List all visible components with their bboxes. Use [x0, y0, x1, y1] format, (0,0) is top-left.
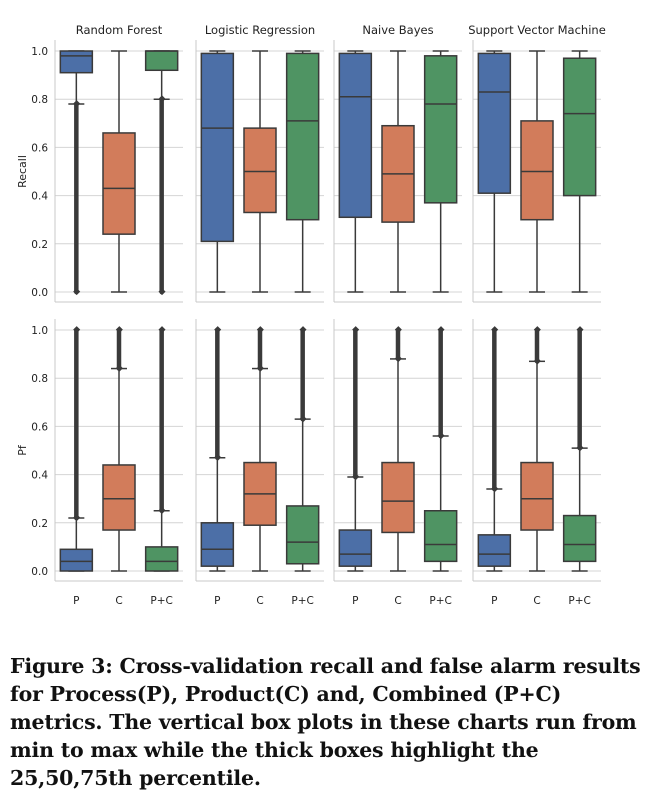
x-tick-label: P	[214, 595, 220, 607]
box-pplusc	[562, 514, 597, 563]
box-pplusc	[144, 546, 179, 572]
y-tick-label: 1.0	[31, 46, 48, 58]
box-p	[200, 522, 235, 567]
box-pplusc	[423, 510, 458, 563]
panel: P C P+C	[195, 319, 324, 607]
outlier-point	[158, 326, 166, 334]
outlier-point	[73, 326, 81, 334]
outlier-point	[115, 326, 123, 334]
x-tick-label: P+C	[150, 595, 172, 607]
y-tick-label: 0.8	[31, 373, 48, 385]
outlier-point	[158, 288, 166, 296]
box-p	[338, 52, 373, 219]
y-tick-label: 0.4	[31, 470, 48, 482]
box-c	[243, 127, 277, 214]
outlier-point	[256, 326, 264, 334]
y-tick-label: 0.8	[31, 94, 48, 106]
y-tick-label: 0.6	[31, 421, 48, 433]
panel: P C P+C	[333, 319, 462, 607]
x-tick-label: P	[491, 595, 497, 607]
outlier-point	[352, 326, 360, 334]
panel: P C P+C	[54, 319, 183, 607]
box-c	[102, 132, 136, 235]
x-tick-label: C	[394, 595, 401, 607]
outlier-point	[437, 326, 445, 334]
box-p	[59, 548, 94, 572]
x-tick-label: C	[256, 595, 263, 607]
box-p	[477, 52, 512, 194]
outlier-point	[394, 326, 402, 334]
y-tick-label: 0.0	[31, 287, 48, 299]
panel	[195, 40, 324, 303]
outlier-point	[299, 326, 307, 334]
y-axis-label: Pf	[16, 444, 29, 456]
column-title: Logistic Regression	[205, 23, 315, 37]
y-tick-label: 0.2	[31, 239, 48, 251]
x-tick-label: P	[352, 595, 358, 607]
x-tick-label: C	[533, 595, 540, 607]
outlier-point	[533, 326, 541, 334]
x-tick-label: P+C	[291, 595, 313, 607]
figure-caption: Figure 3: Cross-validation recall and fa…	[10, 654, 641, 790]
column-title: Random Forest	[76, 23, 163, 37]
outlier-point	[491, 326, 499, 334]
box-c	[102, 464, 136, 531]
y-tick-label: 0.4	[31, 191, 48, 203]
outlier-point	[576, 326, 584, 334]
y-axis-label: Recall	[16, 155, 29, 188]
x-tick-label: P+C	[568, 595, 590, 607]
box-pplusc	[423, 55, 458, 204]
y-tick-label: 1.0	[31, 325, 48, 337]
box-pplusc	[562, 57, 597, 197]
box-p	[338, 529, 373, 567]
y-tick-label: 0.2	[31, 518, 48, 530]
x-tick-label: P+C	[429, 595, 451, 607]
box-pplusc	[144, 50, 179, 72]
x-tick-label: C	[115, 595, 122, 607]
box-p	[59, 50, 94, 74]
column-title: Naive Bayes	[362, 23, 433, 37]
box-p	[200, 52, 235, 243]
x-tick-label: P	[73, 595, 79, 607]
box-c	[520, 461, 554, 531]
box-p	[477, 534, 512, 567]
box-pplusc	[285, 505, 320, 565]
panel	[472, 40, 601, 303]
outlier-point	[73, 288, 81, 296]
panel	[54, 40, 183, 303]
boxplot-figure: Random Forest Logistic Regression Naive Ba…	[16, 23, 606, 607]
box-c	[381, 461, 415, 534]
panel	[333, 40, 462, 303]
outlier-point	[214, 326, 222, 334]
y-tick-label: 0.0	[31, 566, 48, 578]
panel: P C P+C	[472, 319, 601, 607]
box-c	[520, 120, 554, 221]
box-pplusc	[285, 52, 320, 221]
column-title: Support Vector Machine	[468, 23, 606, 37]
y-tick-label: 0.6	[31, 142, 48, 154]
